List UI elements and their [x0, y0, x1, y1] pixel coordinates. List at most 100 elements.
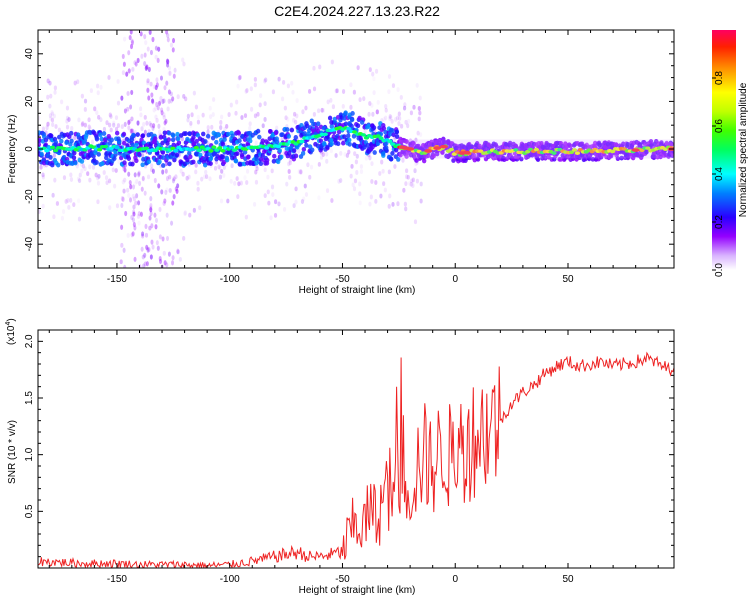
spectrogram-speck: [102, 126, 107, 132]
spectrogram-speck: [359, 169, 364, 174]
spectrogram-speck: [318, 64, 322, 70]
colorbar-tick-label: 0.4: [714, 167, 725, 181]
spectrogram-streak: [131, 217, 135, 223]
spectrogram-cell: [327, 115, 333, 121]
spectrogram-cell: [440, 149, 445, 155]
spectrogram-speck: [266, 174, 270, 180]
spectrogram-speck: [351, 182, 355, 188]
spectrogram-speck: [217, 164, 221, 170]
spectrogram-peak: [433, 146, 442, 150]
spectrogram-cell: [237, 138, 242, 144]
spectrogram-cell: [185, 157, 190, 163]
spectrogram-speck: [280, 96, 285, 102]
spectrogram-cell: [380, 151, 386, 157]
spectrogram-speck: [140, 126, 144, 132]
spectrogram-speck: [399, 95, 403, 100]
spectrogram-speck: [70, 125, 74, 131]
spectrogram-cell: [404, 139, 409, 144]
spectrogram-speck: [81, 163, 85, 169]
snr-marks: [38, 351, 674, 568]
spectrogram-speck: [206, 129, 210, 135]
spectrogram-ridge-cell: [610, 149, 616, 154]
spectrogram-cell: [277, 148, 283, 154]
spectrogram-speck: [97, 114, 101, 120]
spectrogram-speck: [194, 169, 198, 175]
spectrogram-cell: [301, 146, 307, 152]
spectrogram-speck: [263, 78, 267, 84]
spectrogram-speck: [114, 168, 118, 173]
spectrogram-speck: [412, 104, 416, 110]
spectrogram-speck: [285, 181, 289, 187]
spectrogram-speck: [236, 83, 240, 89]
spectrogram-speck: [130, 116, 134, 122]
spectrogram-ridge-cell: [533, 147, 540, 152]
spectrogram-speck: [367, 111, 371, 117]
spectrogram-speck: [330, 59, 334, 65]
spectrogram-speck: [370, 102, 374, 108]
spectrogram-speck: [45, 125, 49, 131]
spectrogram-cell: [343, 110, 348, 116]
spectrogram-speck: [411, 183, 415, 188]
spectrogram-speck: [66, 198, 70, 203]
spectrogram-cell: [411, 141, 416, 147]
spectrogram-speck: [363, 129, 367, 135]
spectrogram-streak: [143, 34, 147, 40]
spectrogram-streak: [122, 61, 126, 67]
spectrogram-speck: [126, 187, 130, 193]
spectrogram-speck: [96, 180, 101, 186]
spectrogram-streak: [143, 252, 147, 258]
spectrogram-cell: [248, 138, 253, 144]
spectrogram-speck: [271, 89, 276, 95]
spectrogram-speck: [121, 70, 125, 76]
spectrogram-speck: [223, 126, 227, 132]
spectrogram-cell: [625, 141, 630, 147]
spectrogram-speck: [317, 195, 321, 201]
spectrogram-cell: [220, 154, 226, 160]
spectrogram-streak: [157, 183, 161, 189]
spectrogram-cell: [130, 142, 135, 148]
spectrogram-cell: [187, 131, 192, 137]
spectrogram-cell: [107, 140, 113, 146]
spectrogram-streak: [147, 66, 151, 73]
spectrogram-speck: [107, 178, 112, 184]
spectrogram-speck: [185, 175, 189, 181]
spectrogram-cell: [257, 134, 262, 140]
spectrogram-ridge-cell: [217, 146, 223, 150]
spectrogram-cell: [586, 156, 592, 162]
spectrogram-speck: [183, 211, 187, 217]
spectrogram-speck: [253, 76, 257, 82]
spectrogram-streak: [133, 172, 137, 178]
spectrogram-speck: [253, 82, 257, 88]
spectrogram-speck: [263, 193, 267, 199]
spectrogram-speck: [286, 116, 290, 122]
spectrogram-streak: [166, 37, 170, 43]
spectrogram-streak: [147, 95, 151, 101]
spectrogram-speck: [76, 79, 80, 85]
spectrogram-speck: [295, 113, 299, 119]
spectrogram-speck: [144, 232, 149, 238]
spectrogram-speck: [326, 99, 330, 105]
spectrogram-speck: [104, 175, 109, 181]
spectrogram-ridge-cell: [551, 151, 557, 155]
spectrogram-speck: [273, 212, 278, 218]
spectrogram-streak: [152, 123, 156, 129]
spectrogram-speck: [220, 114, 224, 120]
spectrogram-cell: [371, 125, 377, 131]
spectrogram-streak: [133, 225, 137, 231]
spectrogram-streak: [146, 247, 150, 254]
spectrogram-speck: [292, 203, 296, 209]
spectrogram-streak: [167, 98, 171, 104]
spectrogram-cell: [102, 137, 108, 143]
spectrogram-speck: [154, 106, 158, 111]
spectrogram-cell: [171, 142, 176, 148]
spectrogram-speck: [87, 117, 91, 123]
spectrogram-speck: [83, 107, 87, 112]
spectrogram-speck: [107, 122, 112, 128]
spectrogram-streak: [140, 246, 144, 252]
spectrogram-streak: [150, 223, 154, 229]
spectrogram-cell: [504, 156, 510, 162]
spectrogram-speck: [83, 166, 87, 172]
spectrogram-speck: [53, 85, 57, 91]
spectrogram-cell: [175, 136, 181, 142]
